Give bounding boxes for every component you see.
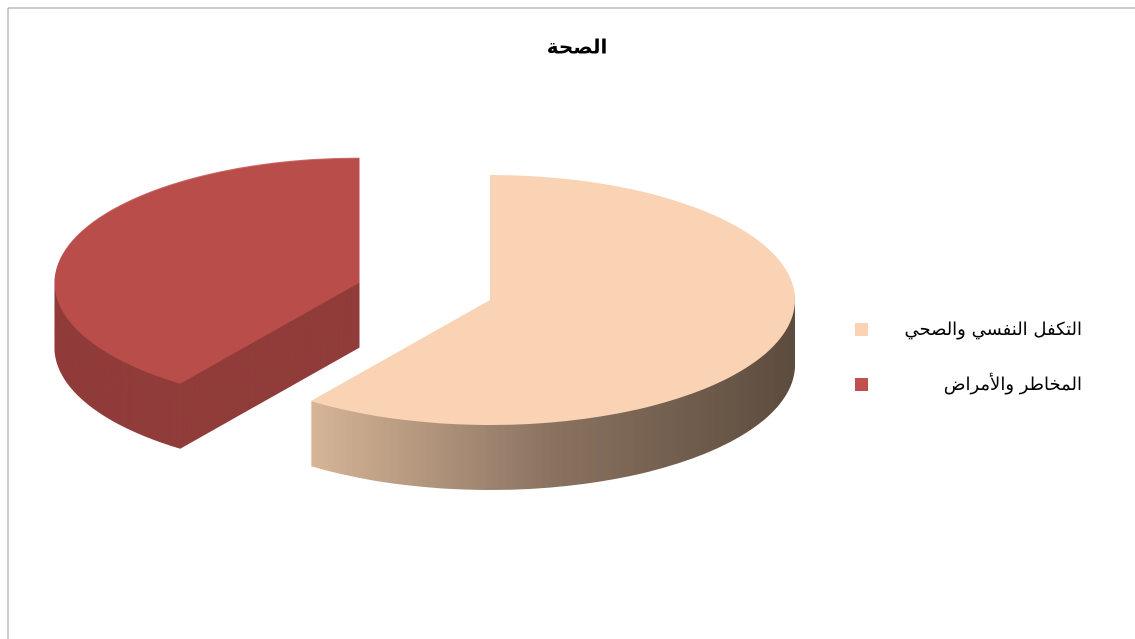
legend: التكفل النفسي والصحي المخاطر والأمراض [855,319,1082,395]
chart-title: الصحة [547,35,608,59]
legend-swatch [855,323,868,336]
legend-label: التكفل النفسي والصحي [904,319,1082,340]
legend-swatch [855,378,868,391]
pie-slice [54,157,360,449]
pie-slice [310,175,795,490]
legend-label: المخاطر والأمراض [944,373,1082,395]
pie [54,157,795,490]
slice-top [310,175,795,425]
slice-top [54,157,360,384]
